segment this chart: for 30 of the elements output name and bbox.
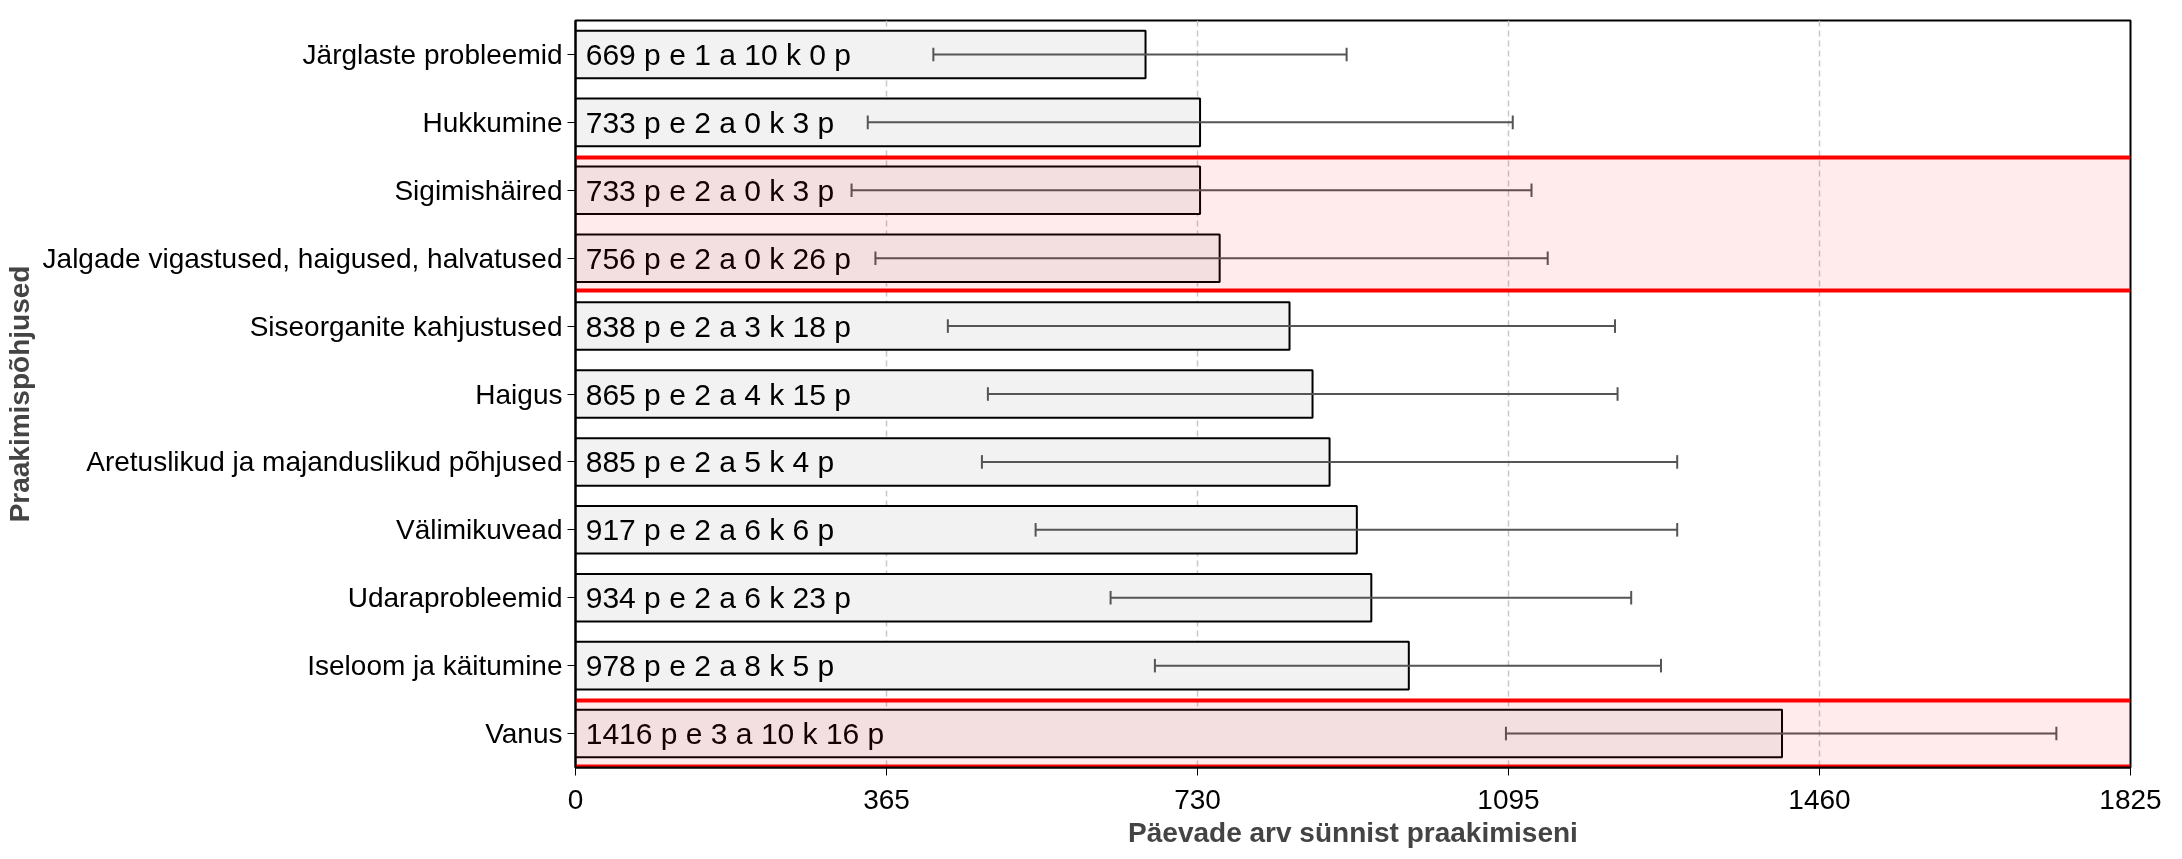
y-tick-label: Haigus: [475, 378, 563, 410]
y-tick-label: Järglaste probleemid: [302, 38, 563, 70]
data-label: 669 p e 1 a 10 k 0 p: [585, 37, 851, 71]
y-tick-label: Siseorganite kahjustused: [249, 310, 563, 342]
x-tick-label: 1095: [1477, 783, 1540, 815]
x-tick-label: 1460: [1788, 783, 1851, 815]
y-tick-label: Hukkumine: [422, 106, 563, 138]
data-label: 838 p e 2 a 3 k 18 p: [585, 309, 851, 343]
x-tick-label: 365: [863, 783, 910, 815]
data-label: 978 p e 2 a 8 k 5 p: [585, 649, 835, 683]
data-label: 733 p e 2 a 0 k 3 p: [585, 105, 835, 139]
x-tick-label: 730: [1174, 783, 1221, 815]
y-tick-label: Välimikuvead: [395, 514, 563, 546]
data-label: 885 p e 2 a 5 k 4 p: [585, 445, 835, 479]
data-label: 756 p e 2 a 0 k 26 p: [585, 241, 851, 275]
y-tick-label: Iseloom ja käitumine: [307, 650, 563, 682]
y-tick-label: Jalgade vigastused, haigused, halvatused: [42, 242, 563, 274]
x-tick-label: 0: [567, 783, 584, 815]
y-tick-label: Udaraprobleemid: [347, 582, 563, 614]
y-tick-label: Vanus: [485, 718, 563, 750]
x-axis-title: Päevade arv sünnist praakimiseni: [1128, 816, 1578, 848]
data-label: 733 p e 2 a 0 k 3 p: [585, 173, 835, 207]
data-label: 934 p e 2 a 6 k 23 p: [585, 581, 851, 615]
y-axis-title: Praakimispõhjused: [3, 265, 35, 523]
data-label: 917 p e 2 a 6 k 6 p: [585, 513, 835, 547]
data-label: 1416 p e 3 a 10 k 16 p: [585, 717, 885, 751]
y-tick-label: Sigimishäired: [394, 174, 563, 206]
x-tick-label: 1825: [2099, 783, 2162, 815]
y-tick-label: Aretuslikud ja majanduslikud põhjused: [86, 446, 563, 478]
data-label: 865 p e 2 a 4 k 15 p: [585, 377, 851, 411]
